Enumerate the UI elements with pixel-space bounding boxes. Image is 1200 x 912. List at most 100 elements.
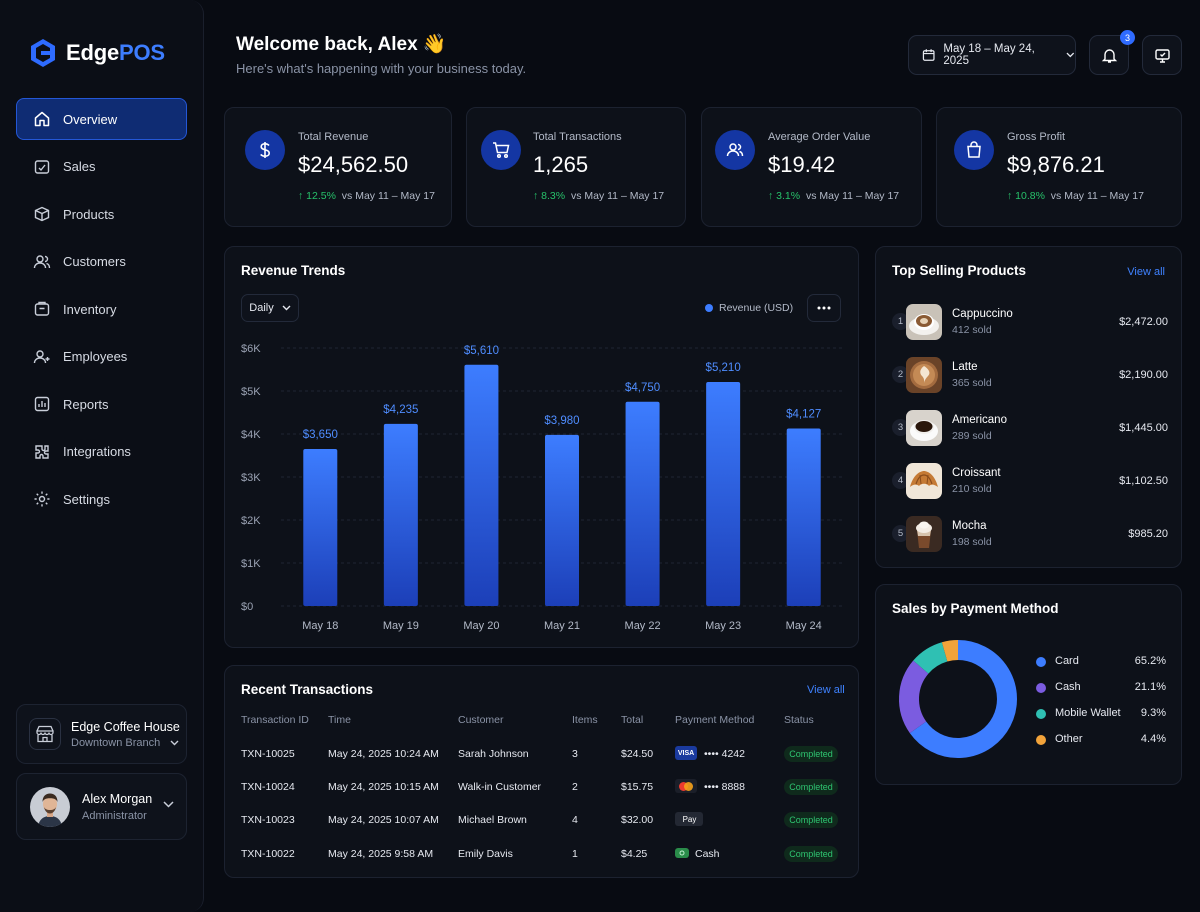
transaction-id: TXN-10022 (241, 848, 295, 860)
transaction-items: 3 (572, 748, 578, 760)
brand[interactable]: EdgePOS (30, 38, 165, 68)
bar[interactable] (625, 401, 660, 606)
box-icon (34, 206, 50, 222)
employees-icon (33, 349, 50, 363)
inventory-icon (34, 301, 50, 316)
visa-icon: VISA (675, 746, 697, 760)
transaction-customer: Sarah Johnson (458, 748, 529, 760)
bar[interactable] (545, 434, 579, 606)
integrations-icon (35, 444, 49, 459)
stat-value: $19.42 (768, 152, 836, 177)
sidebar-item-label: Reports (63, 396, 109, 412)
column-header[interactable]: Status (784, 714, 814, 726)
bar[interactable] (383, 423, 418, 606)
list-item[interactable]: 1 Cappuccino 412 sold $2,472.00 (892, 302, 1168, 342)
column-header[interactable]: Time (328, 714, 351, 726)
page-title: Welcome back, Alex 👋 (236, 34, 447, 55)
people-icon (715, 130, 755, 170)
product-amount: $2,190.00 (1119, 369, 1168, 381)
product-amount: $2,472.00 (1119, 316, 1168, 328)
product-name: Mocha (952, 520, 987, 532)
sidebar-item-overview[interactable]: Overview (16, 98, 187, 140)
store-name: Edge Coffee House (71, 719, 180, 734)
period-filter-dropdown[interactable]: Daily (241, 294, 299, 322)
sidebar-item-settings[interactable]: Settings (16, 478, 187, 520)
legend-item: Mobile Wallet 9.3% (1036, 707, 1166, 721)
bar[interactable] (303, 449, 338, 606)
avatar (30, 786, 70, 827)
chevron-down-icon[interactable] (163, 801, 174, 808)
column-header[interactable]: Total (621, 714, 644, 726)
data-label: $4,127 (786, 409, 821, 421)
dollar-icon (245, 130, 285, 170)
bell-icon (1101, 48, 1117, 63)
revenue-trends-card: Revenue Trends Daily Revenue (USD) $0 $1K… (224, 246, 859, 648)
x-tick-label: May 18 (302, 620, 338, 632)
sidebar-item-integrations[interactable]: Integrations (16, 431, 187, 473)
sidebar-item-reports[interactable]: Reports (16, 383, 187, 425)
product-sold: 198 sold (952, 536, 992, 548)
transactions-view-all-link[interactable]: View all (807, 684, 845, 696)
page-subtitle: Here's what's happening with your busine… (236, 61, 527, 76)
stat-change: ↑ 12.5% vs May 11 – May 17 (298, 190, 435, 202)
edgepos-logo-icon (31, 39, 55, 67)
sidebar-item-label: Settings (63, 491, 110, 507)
stat-change: ↑ 10.8% vs May 11 – May 17 (1007, 190, 1144, 202)
notifications-button[interactable]: 3 (1089, 30, 1135, 75)
column-header[interactable]: Payment Method (675, 714, 755, 726)
donut-slice[interactable] (913, 642, 948, 674)
donut-slice[interactable] (909, 640, 1017, 758)
legend-item: Cash 21.1% (1036, 681, 1166, 695)
list-item[interactable]: 4 Croissant 210 sold $1,102.50 (892, 461, 1168, 501)
bar[interactable] (786, 428, 821, 606)
home-icon (34, 111, 50, 127)
display-button[interactable] (1142, 35, 1182, 75)
data-label: $5,210 (706, 362, 741, 374)
data-label: $5,610 (464, 345, 499, 357)
sidebar-item-customers[interactable]: Customers (16, 241, 187, 283)
sidebar-item-products[interactable]: Products (16, 193, 187, 235)
bar[interactable] (464, 364, 499, 606)
cart-icon (481, 130, 521, 170)
top-products-view-all-link[interactable]: View all (1127, 266, 1165, 278)
sidebar-item-employees[interactable]: Employees (16, 336, 187, 378)
data-label: $3,980 (544, 415, 579, 427)
transaction-time: May 24, 2025 10:24 AM (328, 748, 439, 760)
product-sold: 412 sold (952, 324, 992, 336)
user-menu[interactable]: Alex Morgan Administrator (16, 773, 187, 840)
transaction-id: TXN-10023 (241, 814, 295, 826)
sidebar-item-label: Customers (63, 254, 126, 269)
sidebar-item-label: Overview (63, 111, 118, 127)
column-header[interactable]: Items (572, 714, 598, 726)
list-item[interactable]: 2 Latte 365 sold $2,190.00 (892, 355, 1168, 395)
donut-slice[interactable] (941, 640, 959, 662)
store-selector[interactable]: Edge Coffee House Downtown Branch (16, 704, 187, 764)
date-range-label: May 18 – May 24, 2025 (943, 43, 1035, 67)
more-options-button[interactable] (807, 294, 841, 322)
transaction-items: 2 (572, 781, 578, 793)
bar[interactable] (706, 381, 741, 606)
stat-card-aov: Average Order Value $19.42 ↑ 3.1% vs May… (701, 107, 922, 227)
rank-badge: 1 (892, 313, 909, 330)
donut-slice[interactable] (899, 660, 929, 734)
user-name: Alex Morgan (82, 791, 153, 806)
date-range-picker[interactable]: May 18 – May 24, 2025 (908, 35, 1076, 75)
transaction-total: $32.00 (621, 814, 654, 826)
y-tick-label: $6K (241, 343, 261, 355)
list-item[interactable]: 5 Mocha 198 sold $985.20 (892, 514, 1168, 554)
legend-dot (1036, 683, 1046, 693)
x-tick-label: May 24 (786, 620, 822, 632)
payment-method-card: Sales by Payment Method Card 65.2% Cash … (875, 584, 1182, 785)
column-header[interactable]: Customer (458, 714, 504, 726)
transaction-total: $4.25 (621, 848, 648, 860)
column-header[interactable]: Transaction ID (241, 714, 309, 726)
product-sold: 210 sold (952, 483, 992, 495)
list-item[interactable]: 3 Americano 289 sold $1,445.00 (892, 408, 1168, 448)
recent-transactions-card: Recent Transactions View all Transaction… (224, 665, 859, 878)
transaction-id: TXN-10025 (241, 748, 295, 760)
x-tick-label: May 20 (463, 620, 499, 632)
users-icon (33, 254, 51, 268)
stat-value: 1,265 (533, 152, 589, 177)
sidebar-item-sales[interactable]: Sales (16, 146, 187, 188)
sidebar-item-inventory[interactable]: Inventory (16, 288, 187, 330)
